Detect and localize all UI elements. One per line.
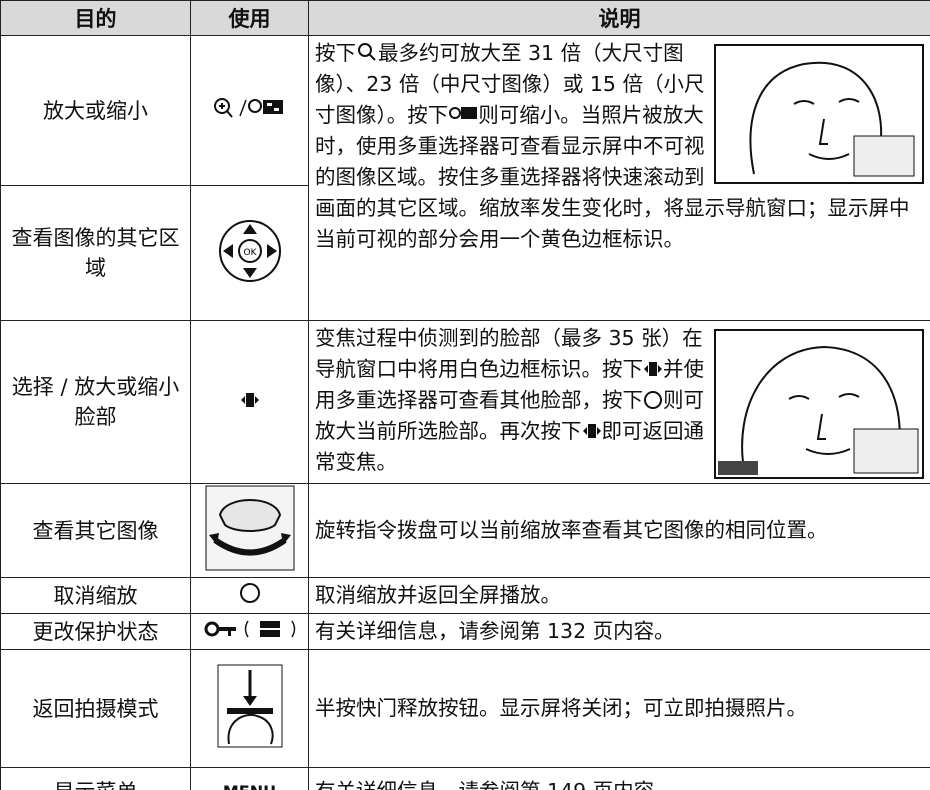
icon-cell — [190, 649, 309, 768]
text: 取消缩放并返回全屏播放。 — [315, 583, 561, 607]
row: 查看其它图像 旋转指令拨盘可以当前缩放率查看其它图像的相同位置。 — [0, 483, 930, 578]
text: 即可返回通常变焦。 — [315, 419, 704, 474]
text: 并使用多重选择器可查看其他脸部，按下 — [315, 357, 704, 412]
header-row: 目的 使用 说明 — [0, 0, 930, 36]
photo — [714, 329, 924, 479]
header-cell: 说明 — [308, 0, 930, 36]
text: 半按快门释放按钮。显示屏将关闭；可立即拍摄照片。 — [315, 696, 807, 720]
row: 取消缩放 取消缩放并返回全屏播放。 — [0, 577, 930, 614]
face-icon — [240, 392, 259, 407]
label: 查看其它图像 — [0, 483, 191, 578]
text: 则可放大当前所选脸部。再次按下 — [315, 388, 704, 443]
row: 返回拍摄模式 半按快门释放按钮。显示屏将关闭；可立即拍摄照片。 — [0, 649, 930, 768]
description: 有关详细信息，请参阅第 132 页内容。 — [308, 613, 930, 650]
face-glyph — [582, 424, 601, 438]
icon-cell — [190, 577, 309, 614]
text: 有关详细信息，请参阅第 132 页内容。 — [315, 619, 675, 643]
label: 显示菜单 — [0, 767, 191, 790]
text: 旋转指令拨盘可以当前缩放率查看其它图像的相同位置。 — [315, 518, 828, 542]
icon-cell: OK — [190, 185, 309, 321]
description: 旋转指令拨盘可以当前缩放率查看其它图像的相同位置。 — [308, 483, 930, 578]
menu-button: MENU — [190, 767, 309, 790]
ok-icon — [239, 583, 260, 603]
row: 更改保护状态 有关详细信息，请参阅第 132 页内容。 — [0, 613, 930, 650]
row: 选择 / 放大或缩小脸部 变焦过程中侦测到的脸部（最多 35 张）在导航窗口中将… — [0, 320, 930, 484]
description: 有关详细信息，请参阅第 149 页内容。 — [308, 767, 930, 790]
row: 放大或缩小 按下 最多约可放大至 31 倍（大尺寸图像）、23 倍（中尺寸图像）或… — [0, 35, 930, 321]
icon-cell — [190, 35, 309, 186]
description: 取消缩放并返回全屏播放。 — [308, 577, 930, 614]
label: 放大或缩小 — [0, 35, 191, 186]
row: 显示菜单 MENU 有关详细信息，请参阅第 149 页内容。 — [0, 767, 930, 790]
icon-cell — [190, 320, 309, 484]
zoom-in-glyph — [358, 43, 376, 61]
photo — [714, 44, 924, 184]
dial-icon — [205, 485, 294, 571]
multi-selector-icon: OK — [218, 219, 281, 282]
label: 更改保护状态 — [0, 613, 191, 650]
label: 选择 / 放大或缩小脸部 — [0, 320, 191, 484]
row: 查看图像的其它区域 OK — [0, 185, 930, 321]
description: 按下 最多约可放大至 31 倍（大尺寸图像）、23 倍（中尺寸图像）或 15 倍（… — [308, 35, 930, 321]
shutter-icon — [217, 664, 282, 748]
ok-glyph — [644, 391, 662, 409]
description: 半按快门释放按钮。显示屏将关闭；可立即拍摄照片。 — [308, 649, 930, 768]
icon-cell — [190, 483, 309, 578]
label: 查看图像的其它区域 — [0, 185, 191, 321]
protect-icon — [204, 620, 295, 638]
header-cell: 目的 — [0, 0, 191, 36]
zoom-out-glyph — [449, 107, 478, 119]
description: 变焦过程中侦测到的脸部（最多 35 张）在导航窗口中将用白色边框标识。按下 并使用… — [308, 320, 930, 484]
label: 取消缩放 — [0, 577, 191, 614]
text: 有关详细信息，请参阅第 149 页内容。 — [315, 779, 675, 790]
icon-cell — [190, 613, 309, 650]
text: 最多约可放大至 31 倍（大尺寸图像）、23 倍（中尺寸图像）或 15 倍（小尺… — [315, 41, 705, 127]
header-cell: 使用 — [190, 0, 309, 36]
face-glyph — [644, 362, 662, 376]
text: 则可缩小。当照片被放大时，使用多重选择器可查看显示屏中不可视的图像区域。按住多重… — [315, 103, 910, 251]
label: 返回拍摄模式 — [0, 649, 191, 768]
text: 按下 — [315, 41, 356, 65]
svg-text:OK: OK — [243, 248, 257, 258]
text: 变焦过程中侦测到的脸部（最多 35 张）在导航窗口中将用白色边框标识。按下 — [315, 326, 703, 381]
zoom-icon — [213, 98, 283, 118]
